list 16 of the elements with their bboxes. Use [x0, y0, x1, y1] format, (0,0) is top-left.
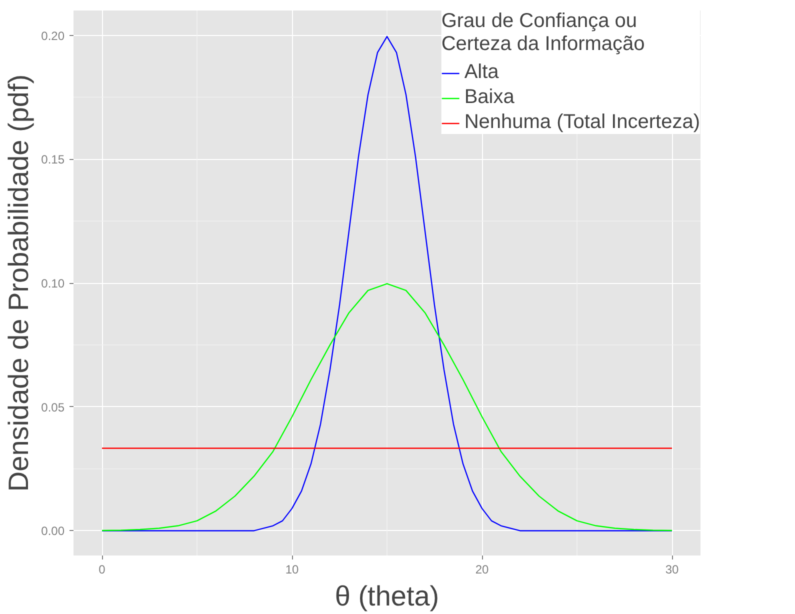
- legend-label: Alta: [464, 61, 499, 84]
- x-tick-label: 0: [98, 562, 106, 576]
- text: 0.00: [41, 524, 65, 538]
- x-tick-label: 30: [665, 562, 679, 576]
- y-tick-label: 0.20: [41, 28, 65, 43]
- y-tick-label: 0.10: [41, 276, 65, 290]
- y-tick-label: 0.15: [41, 152, 65, 167]
- legend-title: Grau de Confiança ou Certeza da Informação: [441, 10, 646, 56]
- legend-label: Baixa: [464, 86, 514, 109]
- x-tick-label: 10: [285, 562, 299, 576]
- x-tick-label: 20: [475, 562, 489, 576]
- y-tick-label: 0.05: [41, 400, 65, 414]
- legend-label: Nenhuma (Total Incerteza): [464, 111, 700, 134]
- y-axis-title: Densidade de Probabilidade (pdf): [3, 74, 34, 492]
- x-axis-title: θ (theta): [334, 580, 440, 612]
- line-series: [101, 283, 673, 532]
